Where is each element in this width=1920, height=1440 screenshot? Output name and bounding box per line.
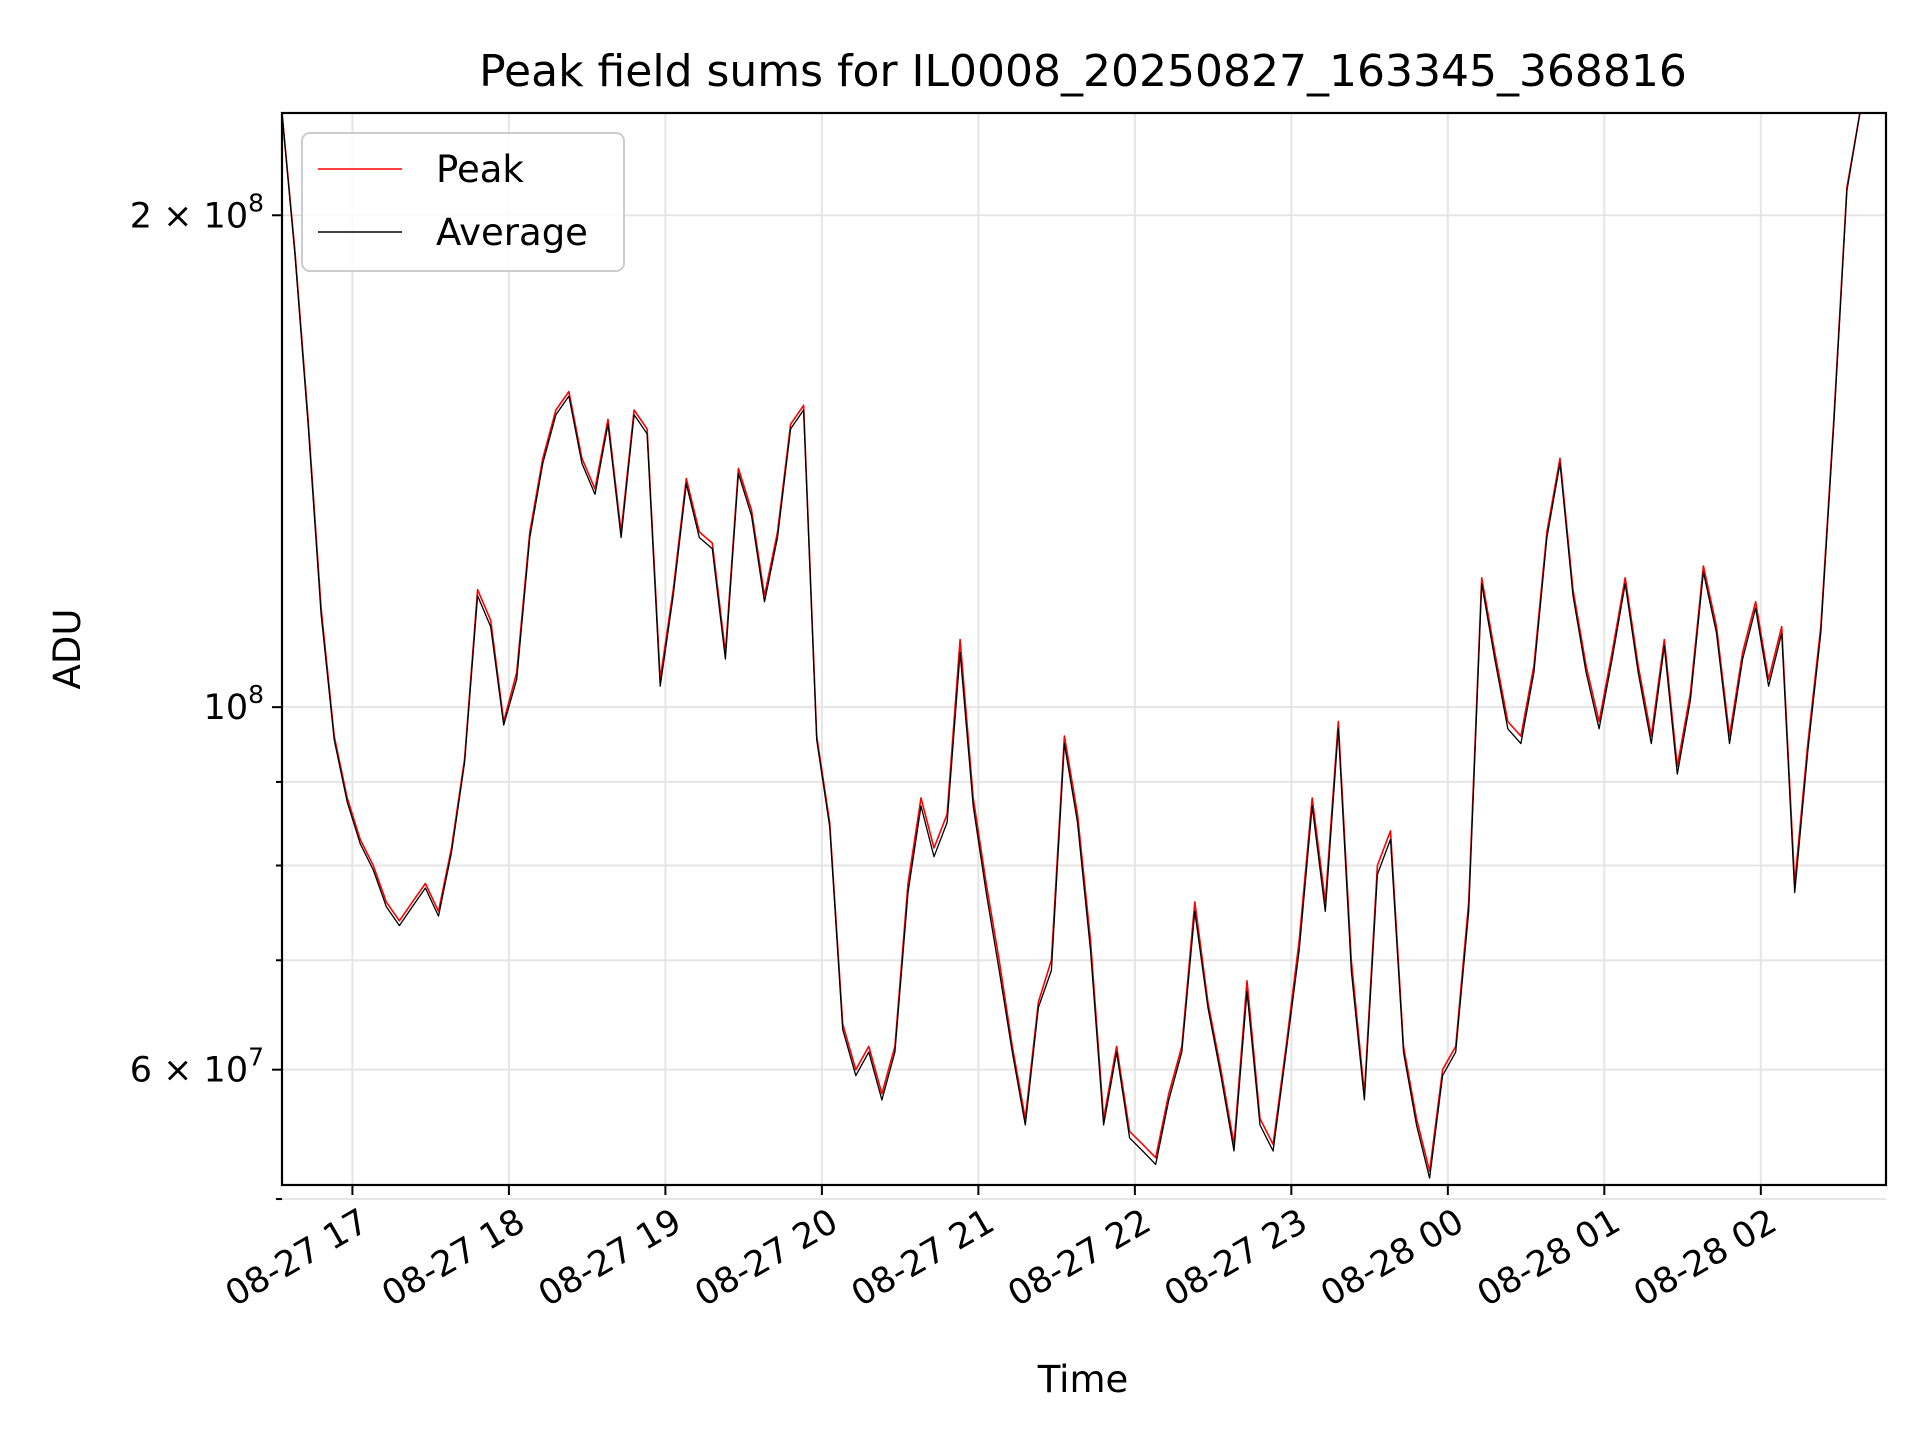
legend: Peak Average (301, 132, 625, 272)
y-axis-label: ADU (46, 609, 89, 690)
grid (282, 113, 1886, 1201)
series-line-peak (281, 112, 1861, 1172)
y-tick-label: 2 × 108 (130, 188, 264, 236)
legend-label-average: Average (436, 211, 588, 254)
plot-area (281, 112, 1861, 1179)
legend-label-peak: Peak (436, 148, 524, 191)
series-line-average (281, 112, 1861, 1179)
axes-frame (280, 111, 1888, 1187)
y-tick-label: 6 × 107 (130, 1043, 264, 1091)
legend-box (301, 132, 625, 272)
chart-title: Peak field sums for IL0008_20250827_1633… (479, 46, 1687, 97)
x-axis-label: Time (1037, 1358, 1129, 1401)
